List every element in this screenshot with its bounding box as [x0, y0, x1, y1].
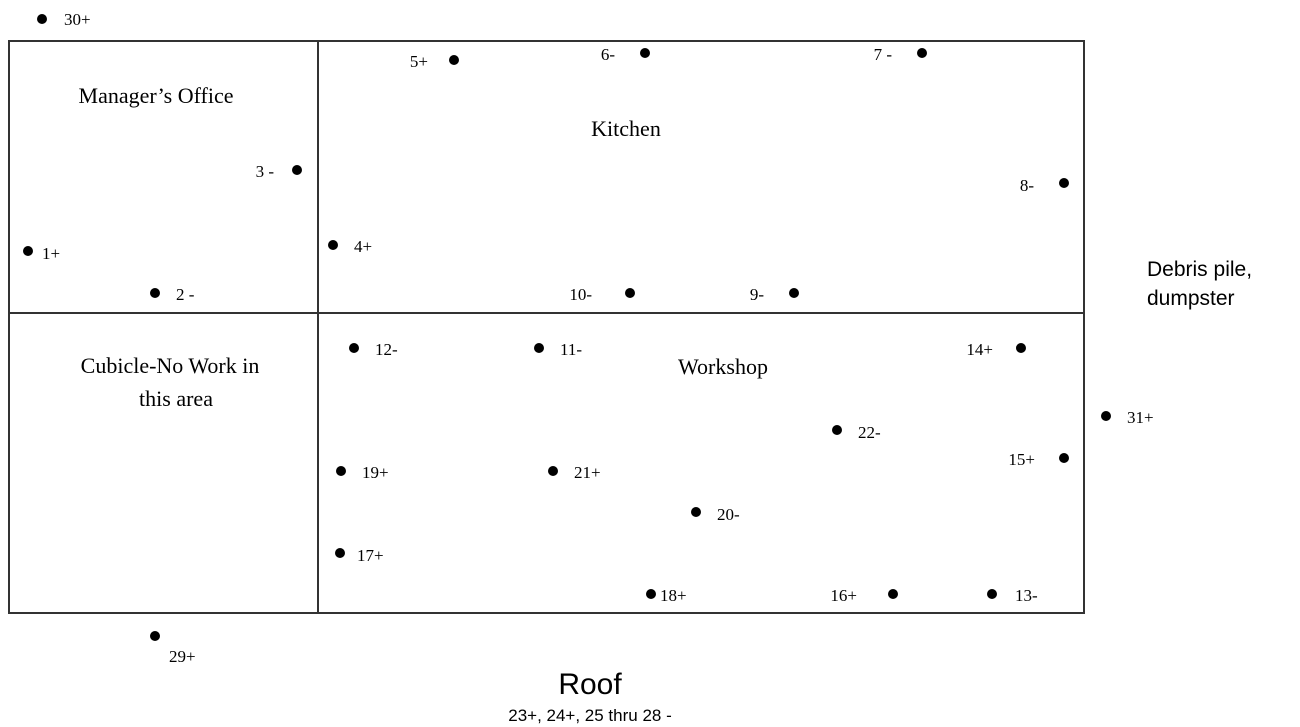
sample-point-dot-14: [1016, 343, 1026, 353]
sample-point-label-5: 5+: [410, 52, 428, 71]
sample-point-label-14: 14+: [966, 340, 993, 359]
sample-point-label-4: 4+: [354, 237, 372, 256]
roof-title: Roof: [558, 668, 622, 701]
sample-point-label-1: 1+: [42, 244, 60, 263]
sample-point-label-20: 20-: [717, 505, 740, 524]
sample-point-label-13: 13-: [1015, 586, 1038, 605]
room-label-cubicle-line1: Cubicle-No Work in: [81, 353, 260, 378]
room-label-workshop: Workshop: [678, 354, 768, 379]
sample-point-dot-15: [1059, 453, 1069, 463]
sample-point-dot-20: [691, 507, 701, 517]
sample-point-dot-7: [917, 48, 927, 58]
sample-point-dot-9: [789, 288, 799, 298]
sample-point-label-17: 17+: [357, 546, 384, 565]
sample-point-label-11: 11-: [560, 340, 582, 359]
sample-point-dot-22: [832, 425, 842, 435]
roof-note: 23+, 24+, 25 thru 28 -: [508, 706, 672, 725]
sample-point-label-2: 2 -: [176, 285, 195, 304]
sample-point-label-9: 9-: [750, 285, 765, 304]
sample-point-dot-5: [449, 55, 459, 65]
room-label-manager-office: Manager’s Office: [79, 83, 234, 108]
sample-point-dot-29: [150, 631, 160, 641]
sample-point-dot-21: [548, 466, 558, 476]
sample-point-label-30: 30+: [64, 10, 91, 29]
sample-point-label-22: 22-: [858, 423, 881, 442]
sample-point-dot-30: [37, 14, 47, 24]
sample-point-dot-18: [646, 589, 656, 599]
sample-point-dot-12: [349, 343, 359, 353]
sample-point-dot-13: [987, 589, 997, 599]
sample-point-label-6: 6-: [601, 45, 616, 64]
sample-point-dot-16: [888, 589, 898, 599]
sample-point-label-31: 31+: [1127, 408, 1154, 427]
sample-point-dot-2: [150, 288, 160, 298]
sample-point-label-12: 12-: [375, 340, 398, 359]
sample-point-label-7: 7 -: [874, 45, 893, 64]
sample-point-label-15: 15+: [1008, 450, 1035, 469]
room-label-kitchen: Kitchen: [591, 116, 661, 141]
debris-label-line1: Debris pile,: [1147, 258, 1252, 281]
sample-point-label-18: 18+: [660, 586, 687, 605]
sample-point-dot-10: [625, 288, 635, 298]
sample-point-label-16: 16+: [830, 586, 857, 605]
sample-points: 30+ 5+ 6- 7 - 3 - 8- 1+ 4+ 2 - 10- 9- 12- 11- 14+ 31+ 2…: [23, 10, 1154, 666]
debris-label-line2: dumpster: [1147, 287, 1235, 310]
building-outline: [8, 40, 1085, 614]
sample-point-dot-6: [640, 48, 650, 58]
sample-point-label-21: 21+: [574, 463, 601, 482]
sample-point-label-10: 10-: [569, 285, 592, 304]
sample-point-dot-1: [23, 246, 33, 256]
sample-point-dot-31: [1101, 411, 1111, 421]
sample-point-dot-8: [1059, 178, 1069, 188]
room-label-cubicle-line2: this area: [139, 386, 213, 411]
sample-point-label-29: 29+: [169, 647, 196, 666]
sample-point-label-8: 8-: [1020, 176, 1035, 195]
sample-point-dot-3: [292, 165, 302, 175]
sample-point-dot-19: [336, 466, 346, 476]
sample-point-label-19: 19+: [362, 463, 389, 482]
sample-point-label-3: 3 -: [256, 162, 275, 181]
sample-point-dot-11: [534, 343, 544, 353]
sample-point-dot-17: [335, 548, 345, 558]
sample-point-dot-4: [328, 240, 338, 250]
